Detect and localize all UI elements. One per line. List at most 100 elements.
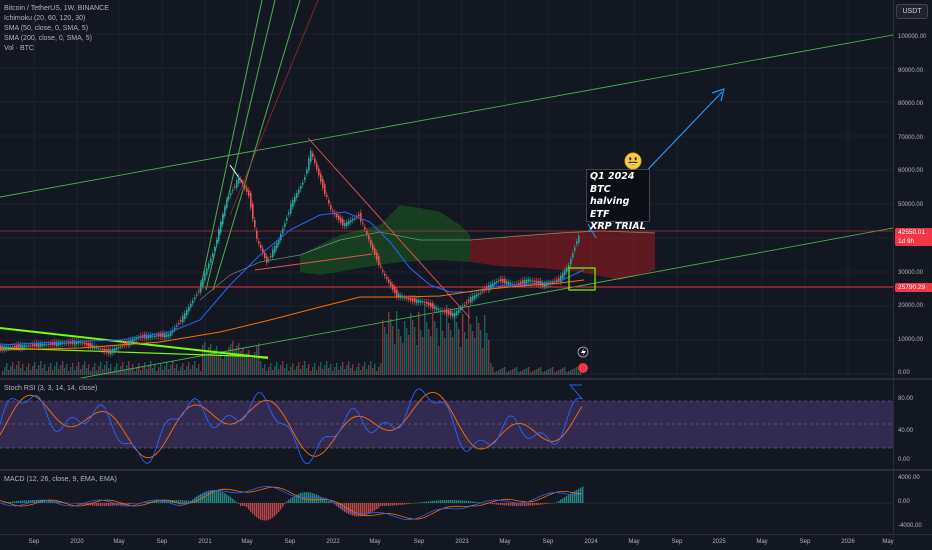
indicator-sma200-label[interactable]: SMA (200, close, 0, SMA, 5) (4, 35, 92, 42)
macd-title[interactable]: MACD (12, 26, close, 9, EMA, EMA) (4, 476, 117, 483)
volume-bar (124, 369, 126, 375)
volume-bar (520, 371, 522, 375)
macd-histogram-bar (564, 497, 566, 503)
price-chart-svg (0, 0, 893, 378)
candle-body (532, 280, 534, 282)
macd-histogram-bar (210, 490, 212, 503)
candle-body (494, 282, 496, 285)
macd-histogram-bar (420, 502, 422, 503)
macd-histogram-bar (266, 503, 268, 521)
candle-body (316, 163, 318, 170)
volume-bar (530, 372, 532, 375)
candle-body (166, 333, 168, 338)
macd-histogram-bar (248, 503, 250, 510)
annotation-textbox[interactable]: Q1 2024 BTC halving ETF XRP TRIAL (586, 169, 650, 232)
candle-body (138, 337, 140, 339)
volume-bar (64, 368, 66, 375)
candle-body (134, 338, 136, 341)
volume-bar (376, 371, 378, 375)
volume-bar (86, 368, 88, 375)
macd-histogram-bar (442, 500, 444, 503)
candle-body (392, 284, 394, 290)
volume-bar (396, 311, 398, 375)
volume-bar (528, 367, 530, 375)
volume-bar (250, 358, 252, 375)
macd-histogram-bar (356, 503, 358, 517)
annotation-pointer (587, 223, 597, 239)
candle-body (114, 348, 116, 352)
macd-histogram-bar (122, 503, 124, 506)
macd-histogram-bar (380, 503, 382, 506)
candle-body (220, 221, 222, 233)
indicator-volume-label[interactable]: Vol · BTC (4, 45, 34, 52)
volume-bar (356, 367, 358, 375)
volume-bar (252, 355, 254, 375)
volume-bar (258, 343, 260, 375)
stoch-rsi-title[interactable]: Stoch RSI (3, 3, 14, 14, close) (4, 385, 98, 392)
macd-histogram-bar (446, 500, 448, 503)
candle-body (50, 343, 52, 345)
macd-histogram-bar (398, 503, 400, 506)
candle-body (394, 287, 396, 294)
volume-bar (232, 341, 234, 375)
candle-body (398, 294, 400, 298)
volume-bar (572, 369, 574, 375)
candle-body (28, 345, 30, 347)
volume-bar (162, 370, 164, 375)
smiling-face-emoji-icon[interactable] (624, 152, 642, 170)
candle-body (190, 303, 192, 308)
candle-body (254, 219, 256, 228)
candle-body (418, 300, 420, 303)
candle-body (286, 217, 288, 221)
macd-tick: 0.00 (898, 499, 910, 505)
stoch-rsi-pane[interactable]: Stoch RSI (3, 3, 14, 14, close) (0, 381, 893, 469)
volume-bar (276, 362, 278, 375)
time-axis[interactable]: Sep 2020 May Sep 2021 May Sep 2022 May S… (0, 534, 932, 550)
macd-histogram-bar (130, 503, 132, 505)
candle-body (400, 295, 402, 298)
volume-bar (186, 366, 188, 375)
ichimoku-cloud-bullish (300, 205, 470, 275)
volume-bar (412, 320, 414, 375)
candle-body (380, 265, 382, 267)
macd-histogram-bar (472, 501, 474, 503)
price-pane[interactable]: Bitcoin / TetherUS, 1W, BINANCE Ichimoku… (0, 0, 893, 378)
macd-histogram-bar (530, 503, 532, 506)
candle-body (536, 280, 538, 284)
macd-histogram-bar (262, 503, 264, 521)
candle-body (318, 168, 320, 176)
macd-histogram-bar (2, 502, 4, 504)
indicator-sma50-label[interactable]: SMA (50, close, 0, SMA, 5) (4, 25, 89, 32)
volume-bar (52, 370, 54, 375)
macd-histogram-bar (478, 502, 480, 503)
macd-pane[interactable]: MACD (12, 26, close, 9, EMA, EMA) (0, 472, 893, 534)
macd-histogram-bar (238, 503, 240, 504)
currency-button[interactable]: USDT (896, 4, 928, 19)
macd-histogram-bar (254, 503, 256, 516)
macd-histogram-bar (414, 503, 416, 504)
macd-histogram-bar (422, 502, 424, 503)
macd-histogram-bar (66, 502, 68, 504)
macd-histogram-bar (292, 496, 294, 503)
volume-bar (70, 367, 72, 375)
candle-body (116, 347, 118, 350)
macd-histogram-bar (462, 500, 464, 503)
price-tick: 20000.00 (898, 303, 924, 309)
indicator-ichimoku-label[interactable]: Ichimoku (20, 60, 120, 30) (4, 15, 86, 22)
time-label: Sep (542, 539, 554, 545)
volume-bar (176, 364, 178, 375)
volume-bar (12, 362, 14, 375)
pane-separator-2[interactable] (0, 469, 932, 471)
macd-histogram-bar (10, 501, 12, 503)
volume-bar (194, 361, 196, 375)
price-scale[interactable]: 100000.00 90000.00 80000.00 70000.00 600… (893, 0, 932, 534)
macd-histogram-bar (270, 503, 272, 519)
volume-bar (152, 368, 154, 375)
volume-bar (228, 347, 230, 375)
candle-body (14, 345, 16, 348)
pane-separator-1[interactable] (0, 378, 932, 380)
macd-histogram-bar (448, 500, 450, 503)
symbol-title[interactable]: Bitcoin / TetherUS, 1W, BINANCE (4, 5, 109, 12)
volume-bar (324, 365, 326, 375)
volume-bar (144, 362, 146, 375)
